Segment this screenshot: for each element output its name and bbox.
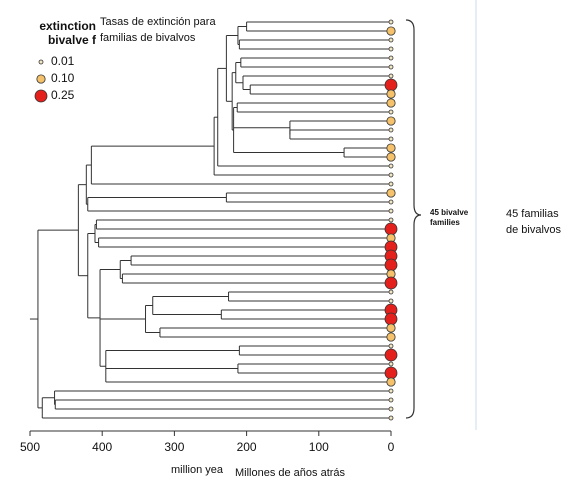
- legend-label: 0.25: [51, 88, 75, 102]
- legend-marker: [38, 59, 44, 65]
- tip-marker: [388, 19, 394, 25]
- tip-marker: [388, 406, 394, 412]
- tip-marker: [388, 172, 394, 178]
- tip-marker: [384, 258, 398, 272]
- tip-marker: [388, 343, 394, 349]
- x-tick-label: 400: [92, 440, 112, 454]
- tip-marker: [386, 188, 396, 198]
- legend-title: bivalve f: [48, 33, 97, 47]
- tip-marker: [386, 89, 396, 99]
- tip-marker: [388, 73, 394, 79]
- tip-marker: [388, 64, 394, 70]
- legend-marker: [36, 74, 46, 84]
- x-tick-label: 200: [237, 440, 257, 454]
- tip-marker: [388, 181, 394, 187]
- tip-marker: [388, 361, 394, 367]
- bracket-label: families: [430, 218, 460, 227]
- tip-marker: [388, 415, 394, 421]
- tip-marker: [388, 397, 394, 403]
- tip-marker: [386, 26, 396, 36]
- title: Tasas de extinción para: [100, 16, 216, 28]
- annotation: 45 familias: [506, 208, 559, 220]
- x-axis-label: million yea: [171, 464, 224, 476]
- tip-marker: [388, 388, 394, 394]
- tip-marker: [384, 276, 398, 290]
- tip-marker: [386, 332, 396, 342]
- legend-label: 0.01: [51, 54, 75, 68]
- tip-marker: [386, 377, 396, 387]
- tip-marker: [386, 116, 396, 126]
- x-tick-label: 500: [20, 440, 40, 454]
- tip-marker: [384, 78, 398, 92]
- tip-marker: [388, 37, 394, 43]
- tip-marker: [388, 289, 394, 295]
- tip-marker: [388, 136, 394, 142]
- tip-marker: [384, 348, 398, 362]
- x-axis-label-translation: Millones de años atrás: [235, 467, 346, 479]
- tip-marker: [388, 208, 394, 214]
- tip-marker: [388, 55, 394, 61]
- title: familias de bivalvos: [100, 32, 196, 44]
- tip-marker: [384, 222, 398, 236]
- tip-marker: [388, 163, 394, 169]
- tip-marker: [386, 323, 396, 333]
- tip-marker: [384, 366, 398, 380]
- x-tick-label: 300: [164, 440, 184, 454]
- tip-marker: [388, 298, 394, 304]
- legend-label: 0.10: [51, 71, 75, 85]
- legend-title: extinction: [39, 19, 96, 33]
- tip-marker: [388, 127, 394, 133]
- tip-marker: [386, 98, 396, 108]
- tip-marker: [388, 109, 394, 115]
- tip-marker: [386, 143, 396, 153]
- annotation: de bivalvos: [506, 224, 562, 236]
- x-tick-label: 100: [309, 440, 329, 454]
- tip-marker: [386, 152, 396, 162]
- tip-marker: [388, 46, 394, 52]
- tip-marker: [388, 199, 394, 205]
- legend-marker: [34, 89, 48, 103]
- x-tick-label: 0: [388, 440, 395, 454]
- bracket: [405, 19, 422, 419]
- tip-marker: [384, 312, 398, 326]
- bracket-label: 45 bivalve: [430, 208, 469, 217]
- tip-marker: [388, 217, 394, 223]
